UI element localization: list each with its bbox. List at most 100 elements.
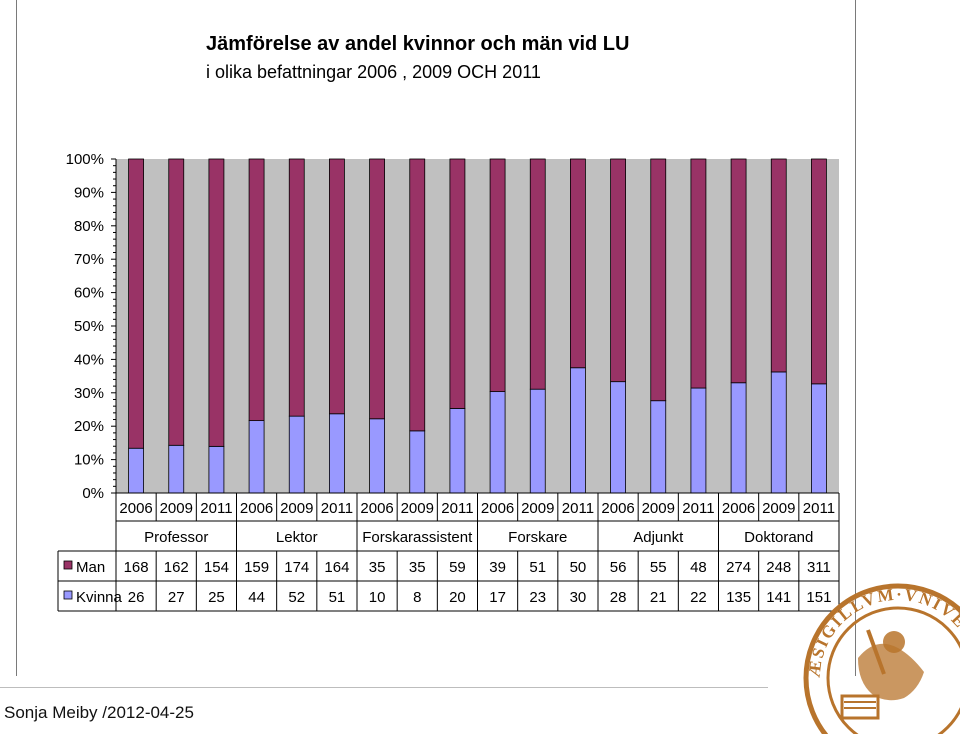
data-cell-kvinna: 23 <box>529 589 546 606</box>
data-cell-man: 154 <box>204 559 229 576</box>
bar-man-14 <box>690 158 707 389</box>
data-cell-man: 35 <box>369 559 386 576</box>
year-label: 2011 <box>562 500 594 517</box>
y-tick-label: 60% <box>74 285 104 302</box>
category-label-doktorand: Doktorand <box>744 529 813 546</box>
bar-kvinna-3 <box>248 420 265 494</box>
chart-subtitle: i olika befattningar 2006 , 2009 OCH 201… <box>206 62 541 82</box>
year-label: 2009 <box>280 500 313 517</box>
year-label: 2006 <box>119 500 152 517</box>
y-tick-label: 10% <box>74 452 104 469</box>
year-label: 2006 <box>722 500 755 517</box>
bar-man-13 <box>650 158 667 402</box>
data-cell-kvinna: 51 <box>329 589 346 606</box>
bar-man-15 <box>730 158 747 384</box>
data-cell-man: 164 <box>324 559 349 576</box>
data-cell-kvinna: 17 <box>489 589 506 606</box>
bar-man-16 <box>770 158 787 373</box>
year-label: 2006 <box>601 500 634 517</box>
plot-area <box>116 159 839 493</box>
data-cell-man: 174 <box>284 559 309 576</box>
bar-kvinna-17 <box>811 383 827 494</box>
year-label: 2009 <box>642 500 675 517</box>
slide-frame: Jämförelse av andel kvinnor och män vid … <box>16 0 856 676</box>
year-label: 2011 <box>200 500 232 517</box>
bar-kvinna-14 <box>690 387 707 494</box>
bar-man-11 <box>570 158 586 369</box>
year-label: 2009 <box>762 500 795 517</box>
year-label: 2009 <box>160 500 193 517</box>
category-label-lektor: Lektor <box>276 529 318 546</box>
data-cell-man: 51 <box>529 559 546 576</box>
legend-swatch-kvinna <box>63 590 73 600</box>
bar-man-3 <box>248 158 265 422</box>
legend-label-kvinna: Kvinna <box>76 589 123 606</box>
y-tick-label: 40% <box>74 351 104 368</box>
bar-kvinna-1 <box>168 444 185 494</box>
bar-man-6 <box>369 158 385 420</box>
legend-swatch-man <box>63 560 73 570</box>
category-label-professor: Professor <box>144 529 208 546</box>
chart: Jämförelse av andel kvinnor och män vid … <box>57 33 840 612</box>
data-cell-kvinna: 28 <box>610 589 627 606</box>
bar-man-5 <box>329 158 345 415</box>
data-cell-kvinna: 20 <box>449 589 466 606</box>
data-cell-man: 48 <box>690 559 707 576</box>
data-cell-kvinna: 22 <box>690 589 707 606</box>
bar-man-8 <box>449 158 466 409</box>
bar-kvinna-7 <box>409 430 426 494</box>
year-label: 2011 <box>441 500 473 517</box>
y-tick-label: 30% <box>74 385 104 402</box>
bar-man-4 <box>288 158 305 417</box>
data-cell-kvinna: 26 <box>128 589 145 606</box>
bar-kvinna-12 <box>610 381 626 494</box>
year-label: 2009 <box>521 500 554 517</box>
data-cell-kvinna: 52 <box>288 589 305 606</box>
bar-man-10 <box>529 158 546 390</box>
data-cell-man: 50 <box>570 559 587 576</box>
data-cell-man: 35 <box>409 559 426 576</box>
bar-kvinna-15 <box>730 382 747 494</box>
data-cell-man: 59 <box>449 559 466 576</box>
category-label-forskare: Forskare <box>508 529 567 546</box>
data-cell-kvinna: 151 <box>806 589 831 606</box>
data-cell-man: 39 <box>489 559 506 576</box>
bar-man-2 <box>208 158 225 447</box>
bar-man-0 <box>128 158 144 449</box>
data-cell-kvinna: 30 <box>570 589 587 606</box>
bar-kvinna-11 <box>570 367 586 494</box>
data-cell-kvinna: 10 <box>369 589 386 606</box>
y-tick-label: 50% <box>74 318 104 335</box>
bar-man-1 <box>168 158 185 446</box>
data-cell-man: 159 <box>244 559 269 576</box>
footer-divider <box>0 687 768 688</box>
y-tick-label: 100% <box>66 151 104 168</box>
bar-kvinna-9 <box>489 391 506 494</box>
year-label: 2006 <box>481 500 514 517</box>
y-tick-label: 80% <box>74 218 104 235</box>
legend-label-man: Man <box>76 559 105 576</box>
data-cell-kvinna: 8 <box>413 589 421 606</box>
data-cell-man: 274 <box>726 559 751 576</box>
bar-man-9 <box>489 158 506 393</box>
lund-university-seal-logo: ÆSIGILLVM·VNIVERSITATIS <box>798 578 960 734</box>
y-tick-label: 0% <box>82 485 104 502</box>
category-label-forskarassistent: Forskarassistent <box>362 529 473 546</box>
chart-title: Jämförelse av andel kvinnor och män vid … <box>206 33 629 55</box>
bar-kvinna-8 <box>449 408 466 494</box>
data-cell-kvinna: 21 <box>650 589 667 606</box>
data-cell-man: 248 <box>766 559 791 576</box>
y-tick-label: 70% <box>74 251 104 268</box>
bar-kvinna-10 <box>529 388 546 494</box>
footer-author-date: Sonja Meiby /2012-04-25 <box>4 703 194 722</box>
bar-man-7 <box>409 158 426 432</box>
bar-kvinna-16 <box>770 371 787 494</box>
year-label: 2011 <box>321 500 353 517</box>
data-cell-kvinna: 141 <box>766 589 791 606</box>
data-cell-kvinna: 25 <box>208 589 225 606</box>
year-label: 2009 <box>401 500 434 517</box>
bar-kvinna-4 <box>288 415 305 494</box>
bar-man-12 <box>610 158 626 383</box>
year-label: 2006 <box>240 500 273 517</box>
bar-kvinna-2 <box>208 445 225 494</box>
